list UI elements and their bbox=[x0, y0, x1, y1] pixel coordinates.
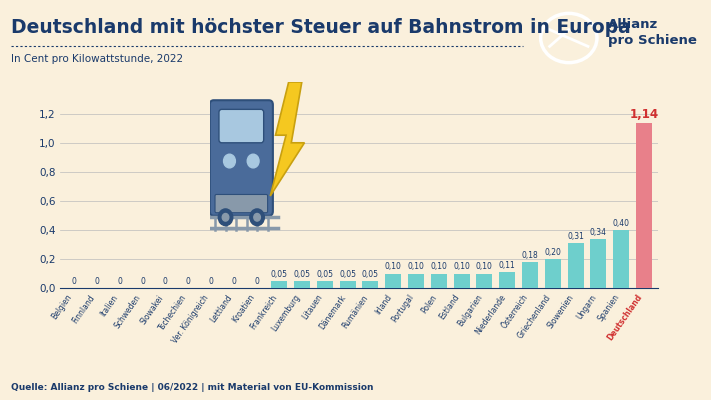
Text: 0: 0 bbox=[208, 277, 213, 286]
Circle shape bbox=[223, 154, 235, 168]
Bar bbox=[408, 274, 424, 288]
Text: 0,05: 0,05 bbox=[316, 270, 333, 278]
Circle shape bbox=[218, 209, 232, 226]
Bar bbox=[590, 239, 606, 288]
Text: 0: 0 bbox=[254, 277, 259, 286]
Text: 0,10: 0,10 bbox=[453, 262, 470, 271]
Bar bbox=[522, 262, 538, 288]
Text: 0,40: 0,40 bbox=[613, 219, 630, 228]
Text: 0,05: 0,05 bbox=[362, 270, 379, 278]
Circle shape bbox=[254, 214, 260, 221]
Bar bbox=[385, 274, 401, 288]
Polygon shape bbox=[270, 82, 304, 196]
Text: 1,14: 1,14 bbox=[629, 108, 658, 121]
Text: Quelle: Allianz pro Schiene | 06/2022 | mit Material von EU-Kommission: Quelle: Allianz pro Schiene | 06/2022 | … bbox=[11, 383, 373, 392]
Text: 0: 0 bbox=[95, 277, 100, 286]
Bar bbox=[431, 274, 447, 288]
Text: 0: 0 bbox=[72, 277, 77, 286]
Text: 0: 0 bbox=[186, 277, 191, 286]
Text: Allianz
pro Schiene: Allianz pro Schiene bbox=[608, 18, 697, 47]
Text: 0,05: 0,05 bbox=[271, 270, 288, 278]
Bar bbox=[545, 259, 561, 288]
Text: 0,10: 0,10 bbox=[407, 262, 424, 271]
Text: 0,11: 0,11 bbox=[499, 261, 515, 270]
Text: Deutschland mit höchster Steuer auf Bahnstrom in Europa: Deutschland mit höchster Steuer auf Bahn… bbox=[11, 18, 631, 37]
Text: 0: 0 bbox=[117, 277, 122, 286]
Bar bbox=[613, 230, 629, 288]
Bar bbox=[454, 274, 469, 288]
Text: 0: 0 bbox=[140, 277, 145, 286]
Circle shape bbox=[247, 154, 259, 168]
Text: In Cent pro Kilowattstunde, 2022: In Cent pro Kilowattstunde, 2022 bbox=[11, 54, 183, 64]
Circle shape bbox=[250, 209, 264, 226]
Bar bbox=[636, 123, 652, 288]
Text: 0,10: 0,10 bbox=[385, 262, 402, 271]
Bar bbox=[567, 243, 584, 288]
Text: 0,31: 0,31 bbox=[567, 232, 584, 241]
Text: 0,05: 0,05 bbox=[294, 270, 311, 278]
Text: 0,34: 0,34 bbox=[590, 228, 607, 236]
Bar bbox=[476, 274, 493, 288]
Bar bbox=[499, 272, 515, 288]
Text: 0,10: 0,10 bbox=[430, 262, 447, 271]
Text: 0: 0 bbox=[231, 277, 236, 286]
FancyBboxPatch shape bbox=[215, 194, 267, 213]
Circle shape bbox=[223, 214, 229, 221]
Bar bbox=[272, 281, 287, 288]
Text: 0,10: 0,10 bbox=[476, 262, 493, 271]
Text: 0: 0 bbox=[163, 277, 168, 286]
Bar bbox=[340, 281, 356, 288]
Bar bbox=[294, 281, 310, 288]
FancyBboxPatch shape bbox=[210, 100, 273, 216]
Bar bbox=[317, 281, 333, 288]
Text: 0,05: 0,05 bbox=[339, 270, 356, 278]
Text: 0,18: 0,18 bbox=[522, 251, 538, 260]
Text: 0,20: 0,20 bbox=[545, 248, 561, 257]
Bar bbox=[363, 281, 378, 288]
FancyBboxPatch shape bbox=[219, 109, 264, 143]
